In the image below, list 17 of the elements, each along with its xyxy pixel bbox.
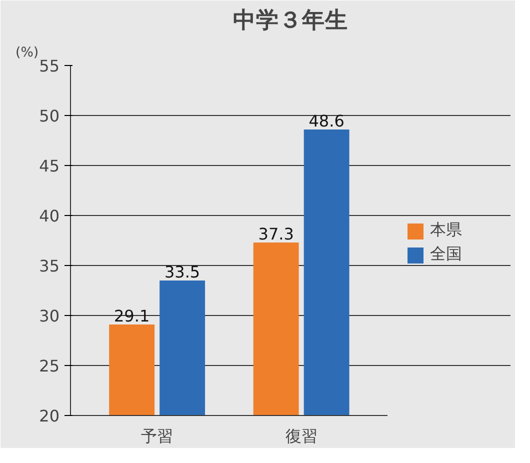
data-label: 37.3 — [258, 224, 294, 244]
y-tick-label: 50 — [39, 106, 60, 126]
chart-title: 中学３年生 — [233, 8, 348, 34]
y-tick-label: 35 — [39, 256, 60, 276]
y-axis-title: (%) — [16, 46, 39, 60]
data-label: 48.6 — [308, 112, 344, 130]
x-tick-label: 予習 — [141, 426, 174, 446]
legend-label: 本県 — [430, 220, 462, 241]
y-tick-label: 55 — [39, 56, 60, 76]
y-tick-label: 20 — [39, 406, 60, 426]
legend-label: 全国 — [430, 244, 462, 265]
y-tick-label: 45 — [39, 156, 60, 176]
y-tick-label: 40 — [39, 206, 60, 226]
data-label: 33.5 — [164, 262, 200, 282]
x-tick-label: 復習 — [285, 426, 318, 446]
y-tick-label: 25 — [39, 356, 60, 376]
y-tick-label: 30 — [39, 306, 60, 326]
